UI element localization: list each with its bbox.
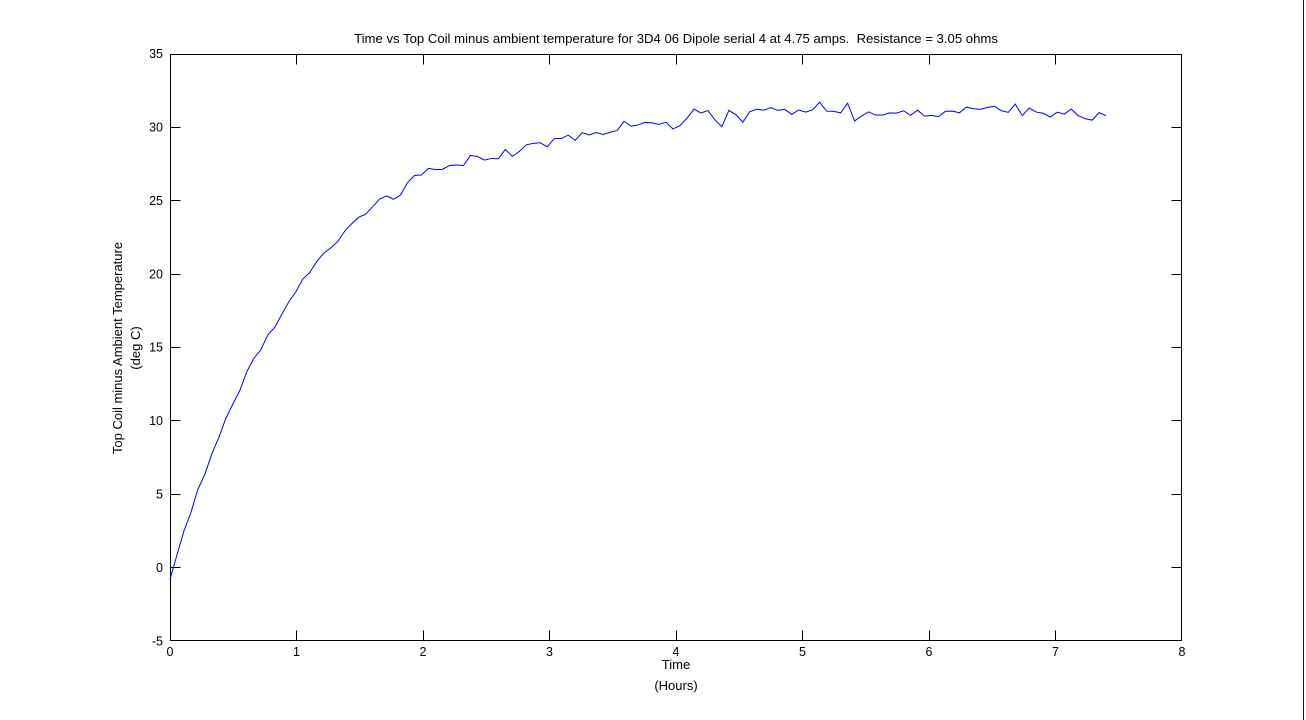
svg-text:15: 15 [149,341,163,355]
svg-text:Time: Time [662,657,690,672]
svg-text:-5: -5 [152,635,163,649]
svg-text:3: 3 [546,645,553,659]
svg-text:2: 2 [420,645,427,659]
svg-text:7: 7 [1052,645,1059,659]
svg-text:(deg C): (deg C) [128,326,143,369]
svg-text:10: 10 [149,414,163,428]
svg-text:6: 6 [926,645,933,659]
svg-text:(Hours): (Hours) [654,678,697,693]
svg-text:35: 35 [149,47,163,61]
svg-text:25: 25 [149,194,163,208]
svg-text:5: 5 [799,645,806,659]
svg-text:0: 0 [167,645,174,659]
svg-text:30: 30 [149,121,163,135]
svg-text:20: 20 [149,268,163,282]
svg-text:Top Coil minus Ambient Tempera: Top Coil minus Ambient Temperature [110,242,125,454]
svg-text:0: 0 [156,561,163,575]
svg-text:Time vs Top Coil minus ambient: Time vs Top Coil minus ambient temperatu… [354,31,998,46]
svg-text:5: 5 [156,488,163,502]
svg-text:1: 1 [293,645,300,659]
svg-text:8: 8 [1179,645,1186,659]
